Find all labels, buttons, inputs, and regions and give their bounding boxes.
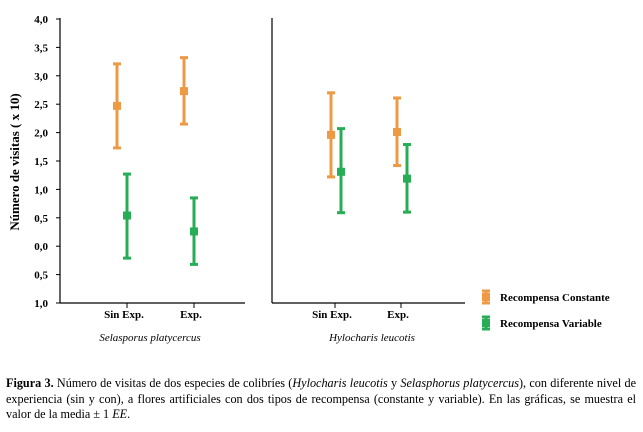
- left-panel-species-label: Selasporus platycercus: [99, 332, 200, 344]
- legend-constante-label: Recompensa Constante: [500, 292, 610, 304]
- y-tick-label: 0,5: [34, 213, 48, 225]
- right-x-tick-label: Sin Exp.: [312, 309, 352, 321]
- left-variable-mean-point: [123, 211, 131, 220]
- y-tick-label: 2,5: [34, 99, 48, 111]
- y-axis-title: Número de visitas ( x 10): [7, 93, 22, 230]
- caption-text-1: Número de visitas de dos especies de col…: [53, 376, 293, 390]
- y-axis-ticks: 4,0 3,5 3,0 2,5 2,0 1,5 1,0 0,5 0,0 0,5 1,0: [34, 14, 60, 310]
- caption-text-3: ), con diferente nivel de experiencia (s…: [6, 376, 637, 421]
- caption-label: Figura 3.: [6, 376, 54, 390]
- right-panel-species-label: Hylocharis leucotis: [328, 332, 415, 344]
- y-tick-label: 0,5: [34, 270, 48, 282]
- right-constante-mean-point: [393, 128, 401, 137]
- right-panel-x-ticks: Sin Exp. Exp.: [312, 303, 409, 321]
- right-variable-mean-point: [403, 174, 411, 183]
- right-constante-mean-point: [327, 130, 335, 139]
- y-tick-label: 0,0: [34, 241, 48, 253]
- figure-caption: Figura 3. Número de visitas de dos espec…: [6, 376, 636, 423]
- right-variable-mean-point: [337, 167, 345, 176]
- left-constante-mean-point: [180, 87, 188, 96]
- left-x-tick-label: Exp.: [180, 309, 202, 321]
- caption-species-2: Selasphorus platycercus: [400, 376, 519, 390]
- legend-variable-swatch: [482, 319, 490, 327]
- left-panel-marks: [113, 56, 198, 266]
- legend-constante-swatch: [482, 293, 490, 301]
- y-tick-label: 3,5: [34, 42, 48, 54]
- legend: Recompensa Constante Recompensa Variable: [482, 289, 610, 331]
- caption-text-2: y: [387, 376, 401, 390]
- left-variable-mean-point: [190, 227, 198, 236]
- y-tick-label: 1,0: [34, 184, 48, 196]
- y-tick-label: 3,0: [34, 71, 48, 83]
- caption-ee: EE: [112, 407, 128, 421]
- right-x-tick-label: Exp.: [387, 309, 409, 321]
- y-tick-label: 1,0: [34, 298, 48, 310]
- right-panel-marks: [327, 91, 411, 215]
- y-tick-label: 1,5: [34, 156, 48, 168]
- y-tick-label: 2,0: [34, 128, 48, 140]
- caption-species-1: Hylocharis leucotis: [292, 376, 388, 390]
- left-constante-mean-point: [113, 101, 121, 110]
- left-panel-x-ticks: Sin Exp. Exp.: [104, 303, 202, 321]
- y-tick-label: 4,0: [34, 14, 48, 26]
- left-x-tick-label: Sin Exp.: [104, 309, 144, 321]
- caption-text-4: .: [127, 407, 131, 421]
- legend-variable-label: Recompensa Variable: [500, 318, 602, 330]
